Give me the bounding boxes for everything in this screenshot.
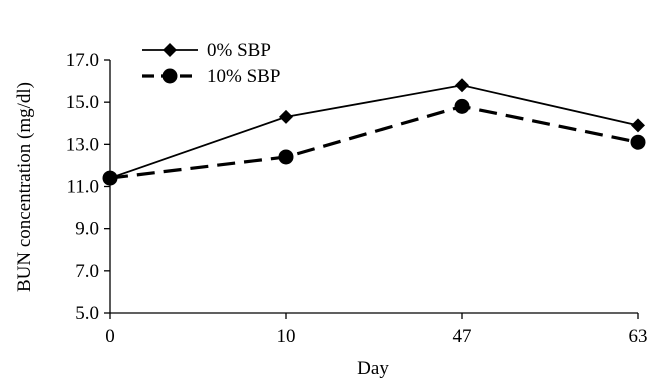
x-tick-label: 10 [277, 326, 296, 347]
data-point [630, 134, 646, 150]
y-tick-label: 15.0 [66, 92, 99, 113]
x-tick-label: 0 [105, 326, 115, 347]
legend-label: 10% SBP [207, 66, 280, 87]
data-point [102, 170, 118, 186]
x-tick-label: 47 [453, 326, 472, 347]
legend-marker [162, 68, 178, 84]
y-tick-label: 11.0 [66, 177, 99, 198]
x-tick-label: 63 [629, 326, 648, 347]
legend-item: 0% SBP [142, 40, 271, 61]
legend-marker [163, 43, 177, 57]
y-tick-label: 9.0 [75, 219, 99, 240]
series-line [109, 84, 639, 179]
x-axis: 0 10 47 63 [105, 312, 648, 347]
data-point [454, 98, 470, 114]
x-axis-title: Day [357, 358, 389, 379]
y-tick-label: 13.0 [66, 134, 99, 155]
y-tick-label: 5.0 [75, 303, 99, 324]
series-1 [103, 78, 645, 186]
y-axis: 5.0 7.0 9.0 11.0 13.0 15.0 17.0 [66, 50, 111, 324]
y-axis-title: BUN concentration (mg/dl) [14, 82, 35, 292]
series-layer [102, 78, 646, 186]
y-tick-label: 17.0 [66, 50, 99, 71]
data-point [278, 149, 294, 165]
data-point [279, 109, 293, 124]
legend-label: 0% SBP [207, 40, 271, 61]
legend: 0% SBP 10% SBP [142, 40, 280, 87]
data-point [631, 118, 645, 133]
series-line [109, 104, 639, 180]
legend-item: 10% SBP [142, 66, 280, 87]
y-tick-label: 7.0 [75, 261, 99, 282]
series-2 [102, 98, 646, 186]
data-point [455, 78, 469, 93]
